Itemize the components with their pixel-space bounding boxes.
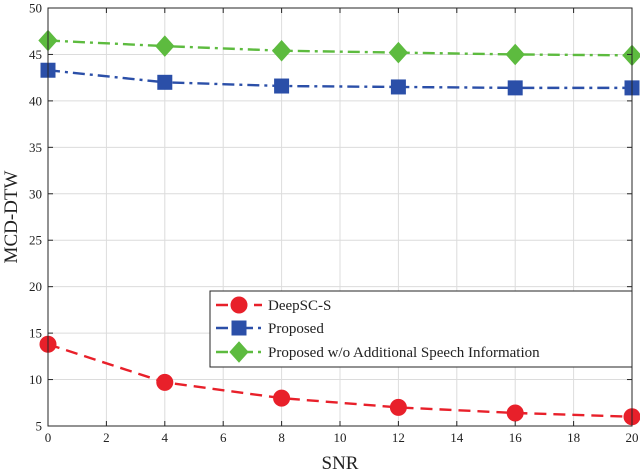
data-point-circle [156, 373, 174, 391]
data-point-square [157, 74, 173, 90]
data-point-diamond [388, 41, 409, 64]
data-point-square [274, 78, 290, 94]
y-tick-label: 5 [36, 419, 43, 434]
legend-label-deepsc-s: DeepSC-S [268, 298, 331, 314]
y-tick-label: 25 [29, 233, 42, 248]
series-layer [38, 29, 640, 426]
data-point-square [390, 79, 406, 95]
data-point-diamond [155, 35, 175, 57]
x-tick-label: 4 [162, 430, 169, 445]
x-tick-label: 16 [509, 430, 523, 445]
legend-label-proposed: Proposed [268, 321, 324, 337]
x-tick-label: 10 [334, 430, 347, 445]
data-point-circle [389, 398, 407, 416]
y-tick-label: 15 [29, 326, 42, 341]
data-point-circle [506, 404, 524, 422]
x-tick-label: 20 [626, 430, 639, 445]
y-tick-label: 30 [29, 186, 42, 201]
series-2 [38, 29, 640, 67]
series-line [47, 343, 633, 418]
legend-label-proposed-wo-info: Proposed w/o Additional Speech Informati… [268, 345, 540, 361]
x-tick-label: 18 [567, 430, 580, 445]
y-tick-label: 45 [29, 47, 42, 62]
data-point-diamond [271, 39, 292, 62]
x-axis-ticks: 0 2 4 6 8 10 12 14 16 18 20 [45, 8, 639, 445]
series-line [47, 39, 633, 57]
data-point-diamond [505, 43, 525, 66]
legend-entry-deepsc-s: DeepSC-S [216, 296, 331, 314]
x-tick-label: 0 [45, 430, 52, 445]
y-tick-label: 50 [29, 1, 42, 16]
legend-entry-proposed-wo-info: Proposed w/o Additional Speech Informati… [216, 341, 540, 363]
legend-marker-diamond [229, 341, 249, 363]
y-tick-label: 10 [29, 372, 42, 387]
legend-marker-circle [230, 296, 248, 314]
y-tick-label: 35 [29, 140, 42, 155]
y-tick-label: 40 [29, 93, 42, 108]
x-tick-label: 2 [103, 430, 110, 445]
legend-box [209, 290, 633, 368]
legend-entry-proposed: Proposed [216, 320, 324, 337]
x-tick-label: 14 [450, 430, 464, 445]
legend: DeepSC-S Proposed Proposed w/o Additiona… [209, 290, 633, 368]
y-tick-label: 20 [29, 279, 42, 294]
x-tick-label: 12 [392, 430, 405, 445]
x-tick-label: 6 [220, 430, 227, 445]
y-axis-label: MCD-DTW [1, 171, 22, 264]
x-tick-label: 8 [278, 430, 285, 445]
data-point-square [507, 80, 523, 96]
data-point-circle [273, 389, 291, 407]
legend-marker-square [231, 320, 247, 336]
x-axis-label: SNR [322, 453, 359, 474]
series-line [47, 69, 632, 90]
